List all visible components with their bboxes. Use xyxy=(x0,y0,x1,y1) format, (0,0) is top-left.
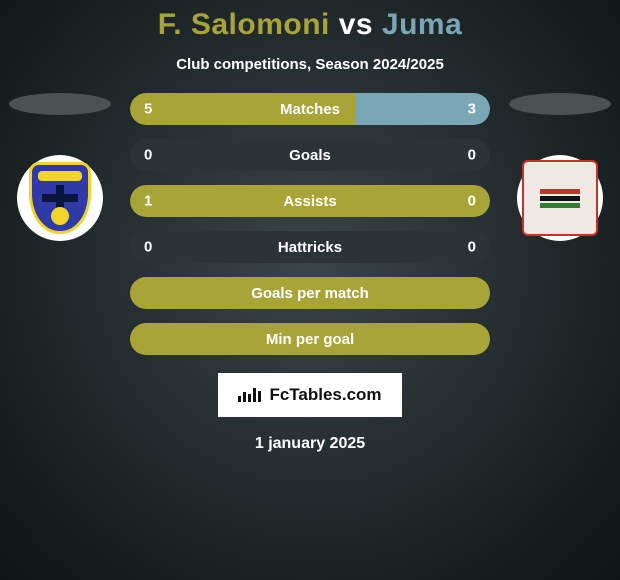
page-title: F. Salomoni vs Juma xyxy=(158,8,463,42)
player2-marker-ellipse xyxy=(509,93,611,115)
player2-club-crest xyxy=(517,155,603,241)
main-row: 5 Matches 3 0 Goals 0 1 Assists 0 xyxy=(0,93,620,355)
stats-column: 5 Matches 3 0 Goals 0 1 Assists 0 xyxy=(120,93,500,355)
stat-label: Goals xyxy=(289,147,331,164)
stat-value-right: 3 xyxy=(468,101,476,118)
player1-club-crest xyxy=(17,155,103,241)
comparison-card: F. Salomoni vs Juma Club competitions, S… xyxy=(0,0,620,453)
right-side-column xyxy=(500,95,620,241)
stat-bar-assists: 1 Assists 0 xyxy=(130,185,490,217)
stat-value-left: 5 xyxy=(144,101,152,118)
full-bar-label: Goals per match xyxy=(251,285,369,302)
stat-bar-min-per-goal: Min per goal xyxy=(130,323,490,355)
brand-bars-icon xyxy=(238,388,261,402)
player2-name: Juma xyxy=(382,8,462,41)
date-text: 1 january 2025 xyxy=(255,435,365,453)
stat-value-right: 0 xyxy=(468,147,476,164)
full-bar-label: Min per goal xyxy=(266,331,354,348)
subtitle: Club competitions, Season 2024/2025 xyxy=(176,56,444,73)
stat-bar-matches: 5 Matches 3 xyxy=(130,93,490,125)
stat-bar-goals-per-match: Goals per match xyxy=(130,277,490,309)
stat-label: Matches xyxy=(280,101,340,118)
stat-value-left: 1 xyxy=(144,193,152,210)
stat-value-right: 0 xyxy=(468,193,476,210)
player1-name: F. Salomoni xyxy=(158,8,330,41)
stat-value-left: 0 xyxy=(144,147,152,164)
stat-label: Hattricks xyxy=(278,239,342,256)
stat-bar-goals: 0 Goals 0 xyxy=(130,139,490,171)
stat-value-left: 0 xyxy=(144,239,152,256)
club-crest-icon xyxy=(29,162,91,234)
stat-value-right: 0 xyxy=(468,239,476,256)
stat-bar-hattricks: 0 Hattricks 0 xyxy=(130,231,490,263)
player1-marker-ellipse xyxy=(9,93,111,115)
stat-label: Assists xyxy=(283,193,336,210)
left-side-column xyxy=(0,95,120,241)
brand-text: FcTables.com xyxy=(269,385,381,405)
club-crest-icon xyxy=(522,160,598,236)
brand-badge: FcTables.com xyxy=(218,373,401,417)
vs-text: vs xyxy=(330,8,382,41)
